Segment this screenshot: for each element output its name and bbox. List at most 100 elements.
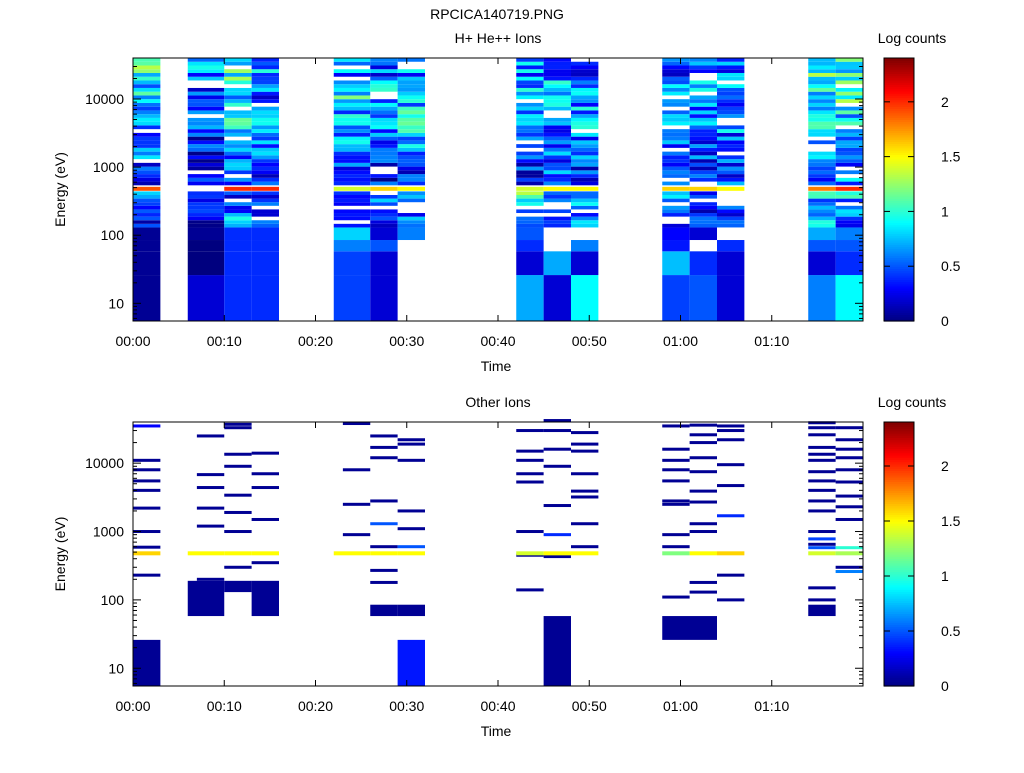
heatmap-cell <box>571 136 599 141</box>
heatmap-cell <box>333 117 371 122</box>
heatmap-cell <box>543 121 571 126</box>
colorbar-segment <box>884 266 914 269</box>
heatmap-cell <box>516 69 544 73</box>
heatmap-cell <box>689 147 717 152</box>
heatmap-cell <box>717 144 745 148</box>
heatmap-cell <box>187 220 225 224</box>
x-tick-label: 00:00 <box>115 698 150 714</box>
colorbar-segment <box>884 193 914 197</box>
colorbar-segment <box>884 613 914 617</box>
heatmap-cell <box>835 110 863 115</box>
heatmap-cell <box>333 91 371 96</box>
colorbar-segment <box>884 532 914 535</box>
heatmap-cell <box>571 472 599 476</box>
heatmap-cell <box>689 522 717 526</box>
heatmap-cell <box>571 177 599 182</box>
heatmap-cell <box>397 166 425 171</box>
colorbar-segment <box>884 198 914 202</box>
heatmap-cell <box>808 162 836 167</box>
heatmap-cell <box>251 223 279 228</box>
heatmap-cell <box>333 121 371 126</box>
heatmap-cell <box>224 125 252 130</box>
heatmap-cell <box>516 480 544 484</box>
x-tick-label: 01:10 <box>754 698 789 714</box>
heatmap-cell <box>370 162 398 167</box>
heatmap-cell <box>251 132 279 137</box>
colorbar-segment <box>884 150 914 153</box>
heatmap-cell <box>543 275 571 321</box>
colorbar-segment <box>884 112 914 116</box>
heatmap-cell <box>689 194 717 199</box>
heatmap-cell <box>543 533 571 537</box>
colorbar-segment <box>884 121 914 125</box>
x-tick-label: 00:00 <box>115 333 150 349</box>
heatmap-cell <box>333 162 371 167</box>
colorbar-segment <box>884 58 914 61</box>
colorbar-segment <box>884 554 914 557</box>
heatmap-cell <box>808 220 836 224</box>
colorbar-segment <box>884 512 914 515</box>
colorbar-tick-label: 0 <box>941 678 949 694</box>
colorbar-segment <box>884 226 914 230</box>
heatmap-cell <box>662 87 690 92</box>
colorbar-segment <box>884 450 914 454</box>
colorbar-segment <box>884 141 914 145</box>
colorbar-segment <box>884 242 914 245</box>
heatmap-cell <box>835 517 863 521</box>
colorbar-segment <box>884 494 914 498</box>
colorbar-segment <box>884 132 914 136</box>
colorbar-segment <box>884 514 914 518</box>
energy-band-cell <box>571 186 599 191</box>
heatmap-cell <box>224 121 252 126</box>
colorbar-segment <box>884 437 914 441</box>
colorbar-segment <box>884 569 914 573</box>
heatmap-cell <box>717 438 745 442</box>
heatmap-cell <box>571 69 599 73</box>
heatmap-cell <box>835 275 863 321</box>
heatmap-cell <box>717 87 745 92</box>
colorbar-segment <box>884 444 914 447</box>
heatmap-cell <box>835 144 863 148</box>
energy-band-cell <box>689 551 717 556</box>
heatmap-cell <box>717 95 745 100</box>
heatmap-cell <box>808 530 836 534</box>
heatmap-cell <box>808 198 836 203</box>
heatmap-cell <box>543 102 571 107</box>
heatmap-cell <box>397 110 425 115</box>
heatmap-cell <box>187 76 225 81</box>
heatmap-cell <box>224 213 252 217</box>
heatmap-cell <box>370 445 398 449</box>
heatmap-cell <box>251 144 279 148</box>
colorbar-segment <box>884 653 914 656</box>
heatmap-cell <box>187 159 225 163</box>
heatmap-cell <box>187 140 225 145</box>
heatmap-cell <box>333 147 371 152</box>
heatmap-cell <box>397 84 425 88</box>
heatmap-cell <box>397 191 425 195</box>
colorbar-segment <box>884 551 914 555</box>
heatmap-cell <box>662 227 690 241</box>
heatmap-cell <box>689 500 717 504</box>
heatmap-cell <box>397 102 425 107</box>
heatmap-cell <box>133 99 161 103</box>
heatmap-cell <box>370 129 398 133</box>
heatmap-cell <box>333 106 371 111</box>
heatmap-cell <box>133 155 161 160</box>
heatmap-cell <box>397 106 425 111</box>
heatmap-cell <box>133 468 161 472</box>
heatmap-cell <box>251 166 279 171</box>
heatmap-cell <box>808 110 836 115</box>
heatmap-cell <box>571 216 599 221</box>
colorbar-segment <box>884 433 914 436</box>
heatmap-cell <box>251 220 279 224</box>
heatmap-cell <box>370 84 398 88</box>
heatmap-cell <box>689 174 717 178</box>
heatmap-cell <box>516 121 544 126</box>
heatmap-cell <box>662 159 690 163</box>
heatmap-cell <box>543 95 571 100</box>
heatmap-cell <box>516 95 544 100</box>
colorbar-segment <box>884 136 914 140</box>
heatmap-cell <box>689 216 717 221</box>
heatmap-cell <box>571 91 599 96</box>
heatmap-cell <box>397 91 425 96</box>
